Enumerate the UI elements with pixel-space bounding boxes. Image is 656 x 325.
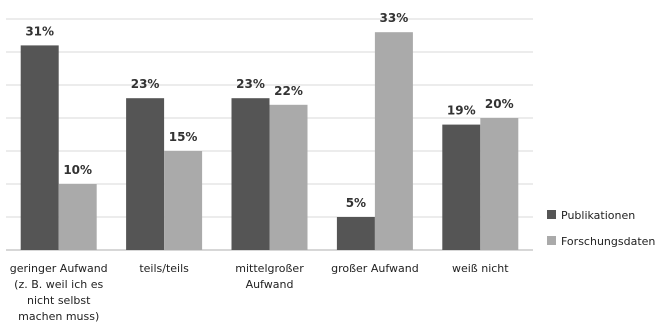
category-label: weiß nicht xyxy=(452,262,509,275)
bar-forschungsdaten-4 xyxy=(480,118,519,250)
bar-forschungsdaten-1 xyxy=(164,151,203,250)
legend-swatch xyxy=(547,210,556,219)
bar-publikationen-0 xyxy=(20,45,59,251)
category-label: großer Aufwand xyxy=(331,262,419,275)
legend: Publikationen Forschungsdaten xyxy=(547,209,655,248)
data-label: 23% xyxy=(236,77,265,91)
data-label: 23% xyxy=(131,77,160,91)
category-labels: geringer Aufwand (z. B. weil ich es nicht … xyxy=(10,262,510,323)
bar-forschungsdaten-2 xyxy=(269,104,308,250)
data-label: 19% xyxy=(447,104,476,118)
category-label: geringer Aufwand (z. B. weil ich es nicht … xyxy=(10,262,108,323)
data-label: 22% xyxy=(274,84,303,98)
data-label: 33% xyxy=(380,11,409,25)
bar-forschungsdaten-0 xyxy=(58,184,97,250)
data-label: 15% xyxy=(169,130,198,144)
category-label: teils/teils xyxy=(139,262,189,275)
bar-forschungsdaten-3 xyxy=(374,32,413,251)
bar-publikationen-1 xyxy=(126,98,165,250)
data-label: 20% xyxy=(485,97,514,111)
category-label: mittelgroßer Aufwand xyxy=(235,262,304,291)
data-label: 31% xyxy=(25,24,54,38)
data-label: 10% xyxy=(63,163,92,177)
data-label: 5% xyxy=(346,196,366,210)
legend-label: Forschungsdaten xyxy=(561,235,655,248)
bars xyxy=(20,32,519,251)
legend-swatch xyxy=(547,236,556,245)
bar-publikationen-4 xyxy=(442,124,481,250)
data-labels: 31% 10% 23% 15% 23% 22% 5% 33% 19% 20% xyxy=(25,11,513,210)
bar-publikationen-3 xyxy=(336,217,375,250)
legend-label: Publikationen xyxy=(561,209,635,222)
bar-publikationen-2 xyxy=(231,98,270,250)
